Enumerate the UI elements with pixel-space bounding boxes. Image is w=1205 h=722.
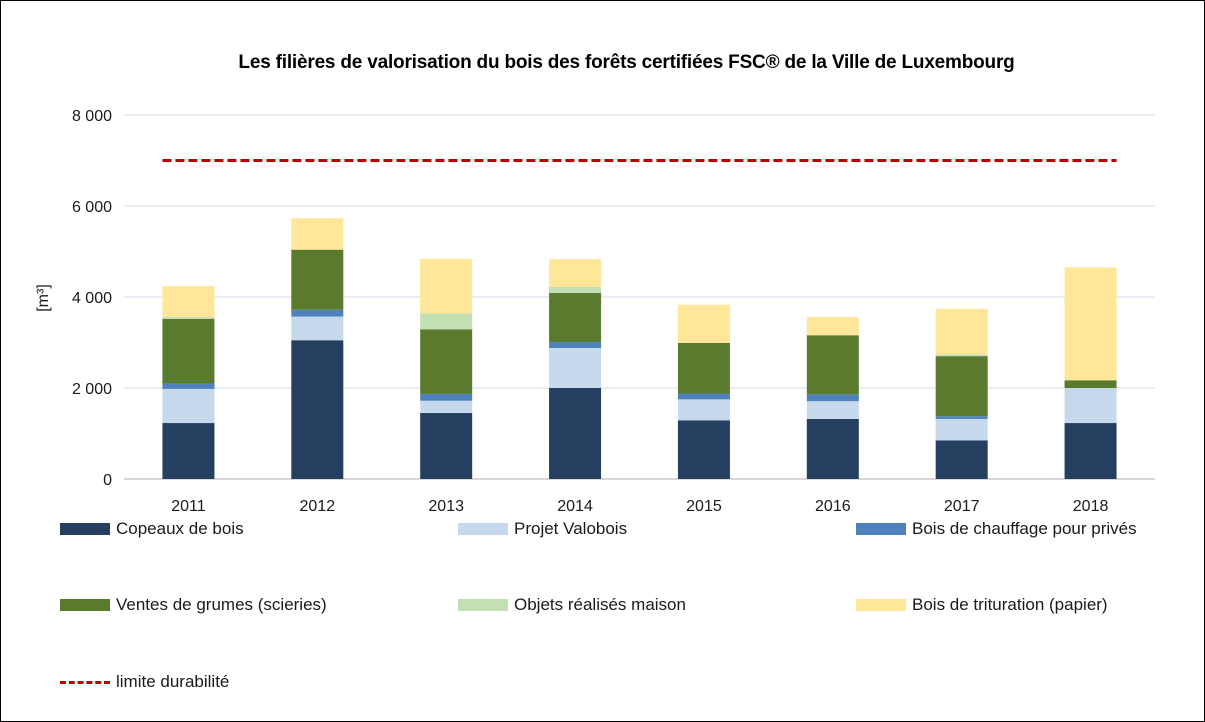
legend-label: Objets réalisés maison [514, 595, 686, 614]
bar-segment [549, 292, 602, 343]
legend-swatch [60, 680, 110, 684]
chart-legend: Copeaux de bois Projet Valobois Bois de ch… [0, 510, 1205, 710]
y-tick-label: 2 000 [72, 381, 112, 398]
legend-item: Bois de trituration (papier) [856, 595, 1108, 615]
bar-segment [162, 382, 215, 389]
bar-segment [1064, 380, 1117, 388]
legend-label: limite durabilité [116, 672, 230, 691]
bar-segment [549, 259, 602, 287]
legend-swatch [458, 599, 508, 611]
y-axis-label: [m³] [35, 284, 52, 312]
x-tick-label: 2017 [944, 498, 980, 515]
bar-segment [162, 388, 215, 424]
bar-segment [677, 342, 730, 394]
legend-item: Objets réalisés maison [458, 595, 686, 615]
bar-segment [420, 313, 473, 330]
bar-segment [1064, 267, 1117, 381]
x-tick-label: 2015 [686, 498, 722, 515]
bar-segment [677, 393, 730, 400]
x-tick-label: 2014 [557, 498, 593, 515]
y-tick-label: 0 [103, 472, 112, 489]
legend-label: Bois de trituration (papier) [912, 595, 1108, 614]
legend-item: Projet Valobois [458, 519, 627, 539]
bar-segment [162, 286, 215, 318]
legend-item: Bois de chauffage pour privés [856, 519, 1137, 539]
bar-segment [549, 347, 602, 388]
bar-segment [162, 318, 215, 383]
bar-segment [806, 317, 859, 336]
legend-item: limite durabilité [60, 672, 229, 692]
bar-segment [291, 309, 344, 317]
bar-segment [291, 249, 344, 310]
legend-label: Ventes de grumes (scieries) [116, 595, 327, 614]
bar-segment [291, 218, 344, 250]
bar-segment [291, 316, 344, 341]
bar-segment [420, 258, 473, 314]
bar-segment [420, 393, 473, 401]
bar-segment [806, 394, 859, 402]
bar-segment [935, 440, 988, 479]
bar-segment [420, 329, 473, 394]
x-tick-label: 2012 [300, 498, 336, 515]
legend-item: Ventes de grumes (scieries) [60, 595, 327, 615]
legend-item: Copeaux de bois [60, 519, 244, 539]
bar-segment [677, 304, 730, 343]
x-tick-label: 2016 [815, 498, 851, 515]
bar-segment [935, 356, 988, 417]
legend-swatch [856, 523, 906, 535]
legend-label: Projet Valobois [514, 519, 628, 538]
bar-segment [549, 286, 602, 293]
x-tick-label: 2011 [171, 498, 206, 515]
bar-segment [806, 401, 859, 419]
x-tick-label: 2013 [428, 498, 464, 515]
bar-segment [549, 388, 602, 479]
legend-swatch [458, 523, 508, 535]
legend-label: Copeaux de bois [116, 519, 244, 538]
chart-title: Les filières de valorisation du bois des… [238, 52, 1015, 73]
bar-segment [935, 416, 988, 419]
bar-segment [806, 335, 859, 395]
bar-segment [1064, 388, 1117, 424]
legend-swatch [60, 599, 110, 611]
y-tick-label: 4 000 [72, 290, 112, 307]
bar-segment [935, 354, 988, 357]
bar-segment [420, 413, 473, 479]
legend-label: Bois de chauffage pour privés [912, 519, 1137, 538]
bar-segment [677, 420, 730, 479]
bar-segment [549, 342, 602, 348]
y-tick-label: 8 000 [72, 108, 112, 125]
bar-segment [806, 418, 859, 479]
bar-segment [935, 308, 988, 355]
bar-segment [291, 340, 344, 479]
bar-segment [1064, 423, 1117, 479]
bar-segment [162, 423, 215, 479]
bar-segment [162, 317, 215, 319]
legend-swatch [60, 523, 110, 535]
x-tick-label: 2018 [1073, 498, 1109, 515]
bar-segment [935, 418, 988, 441]
legend-swatch [856, 599, 906, 611]
bar-segment [677, 399, 730, 421]
y-tick-label: 6 000 [72, 199, 112, 216]
bar-segment [420, 400, 473, 414]
